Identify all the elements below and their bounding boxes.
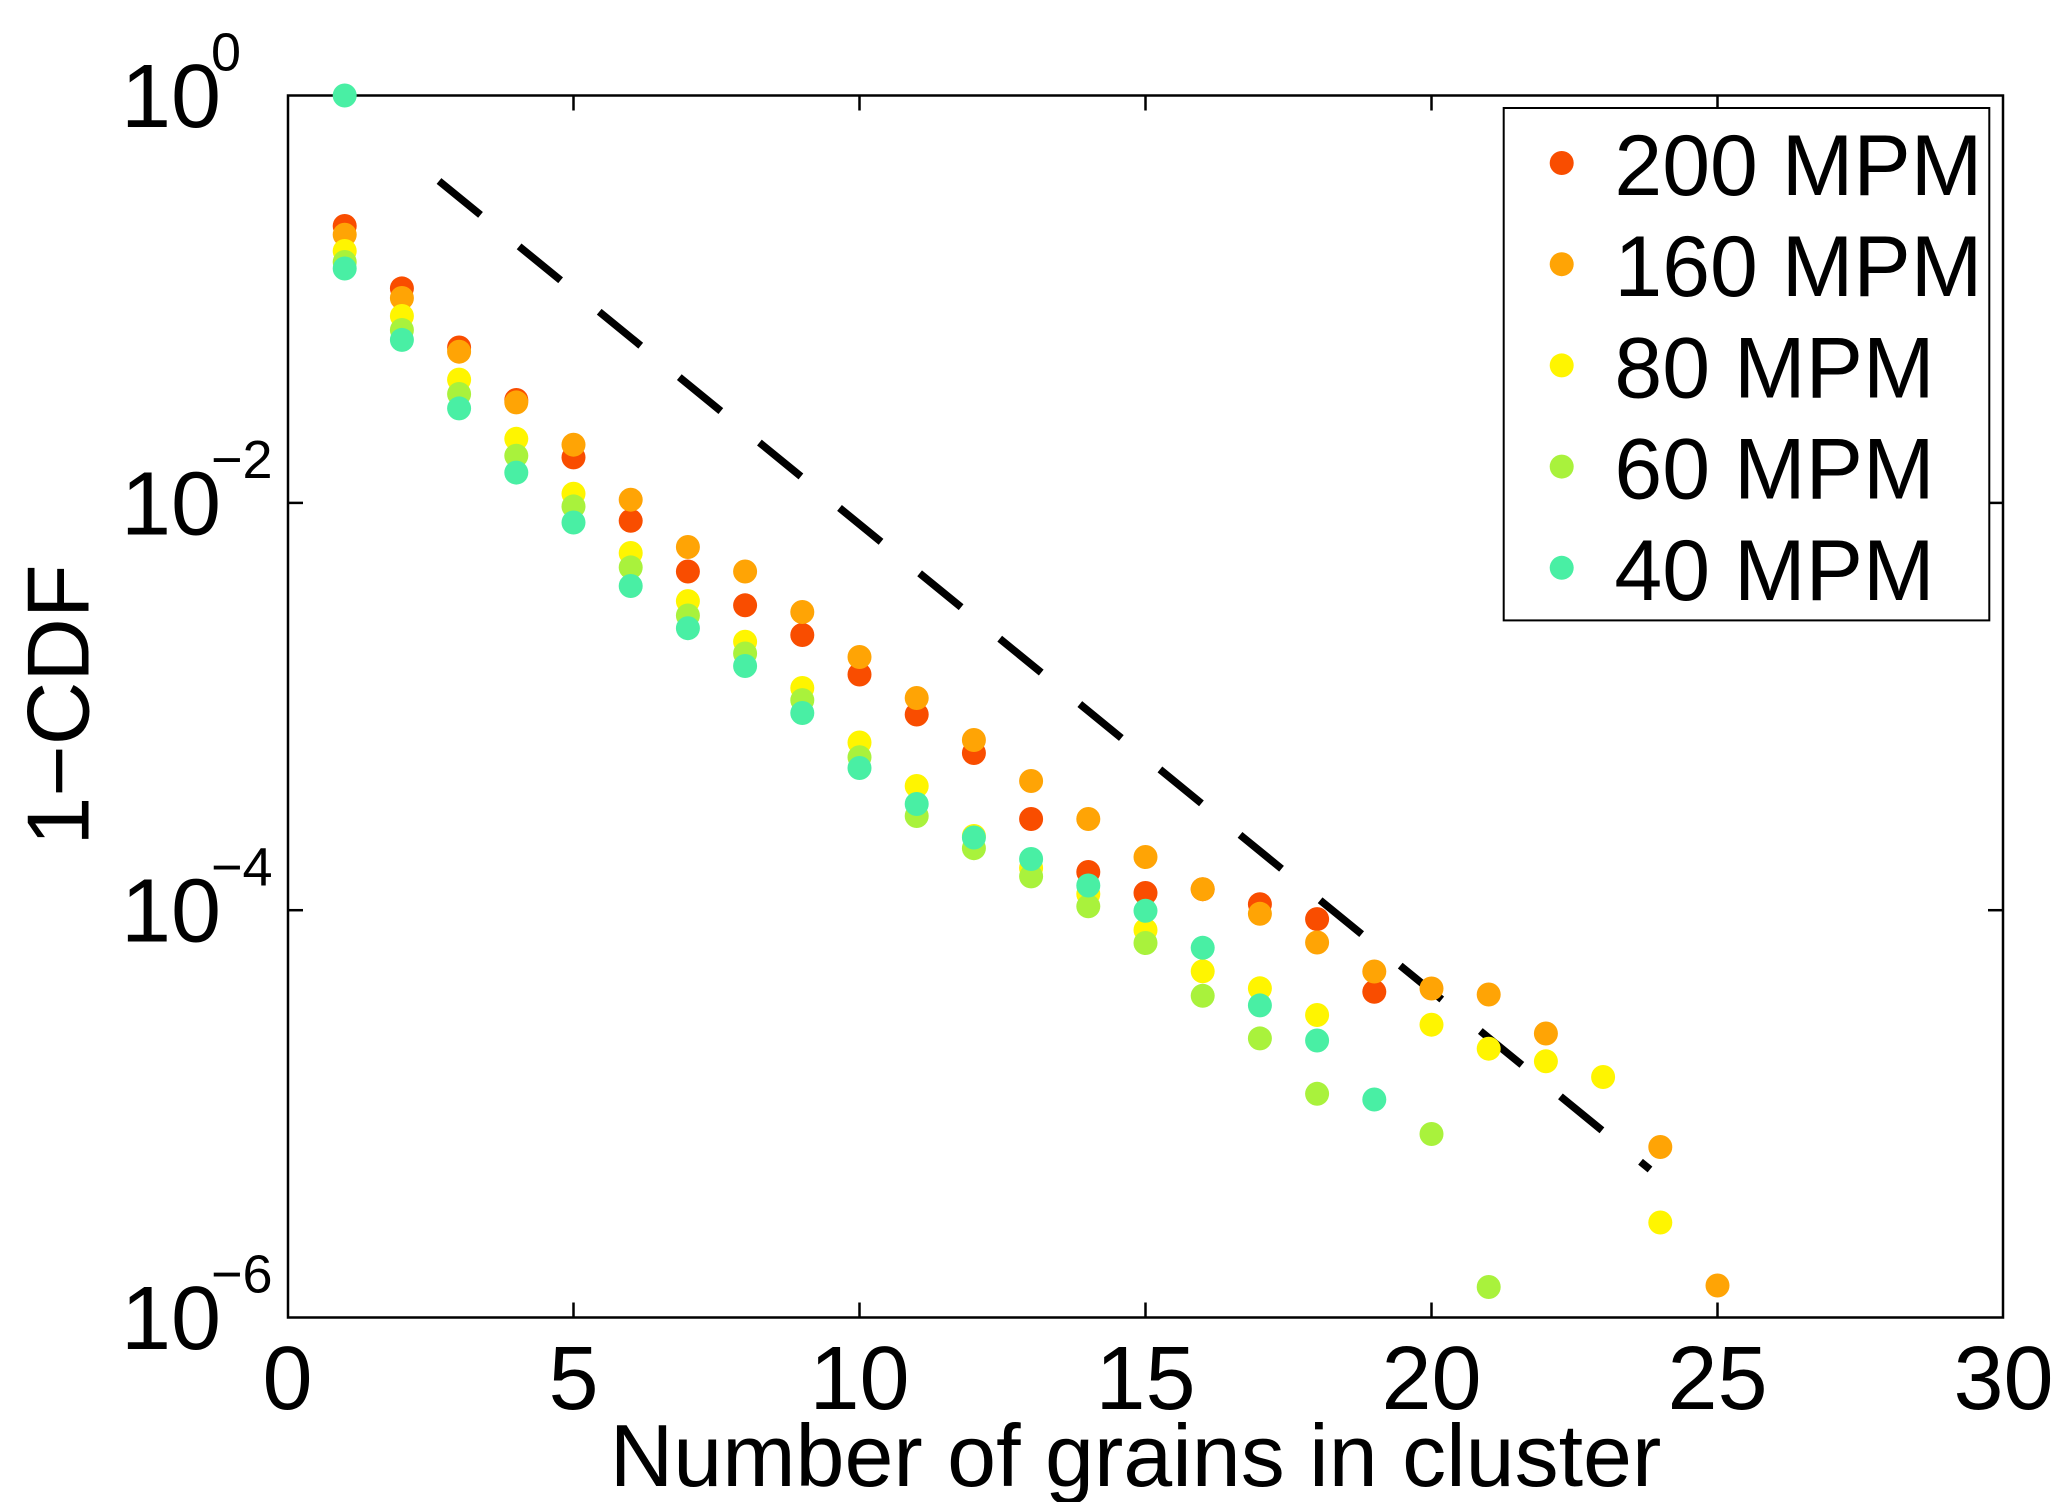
svg-text:0: 0 [211, 23, 241, 83]
svg-text:−6: −6 [211, 1245, 273, 1305]
svg-text:0: 0 [262, 1329, 312, 1429]
svg-text:160 MPM: 160 MPM [1614, 219, 1982, 315]
svg-text:15: 15 [1095, 1329, 1195, 1429]
svg-text:−2: −2 [211, 430, 273, 490]
svg-text:40 MPM: 40 MPM [1614, 523, 1934, 619]
svg-text:60 MPM: 60 MPM [1614, 422, 1934, 518]
svg-text:10: 10 [121, 454, 221, 554]
svg-text:Number of grains in cluster: Number of grains in cluster [610, 1406, 1662, 1502]
svg-text:10: 10 [121, 47, 221, 147]
svg-text:30: 30 [1953, 1329, 2053, 1429]
svg-text:20: 20 [1381, 1329, 1481, 1429]
svg-text:−4: −4 [211, 837, 273, 897]
svg-text:1−CDF: 1−CDF [9, 564, 108, 845]
svg-text:10: 10 [809, 1329, 909, 1429]
svg-text:25: 25 [1667, 1329, 1767, 1429]
svg-text:200 MPM: 200 MPM [1614, 118, 1982, 214]
svg-text:10: 10 [121, 1269, 221, 1369]
svg-text:5: 5 [548, 1329, 598, 1429]
svg-text:10: 10 [121, 862, 221, 962]
svg-text:80 MPM: 80 MPM [1614, 320, 1934, 416]
